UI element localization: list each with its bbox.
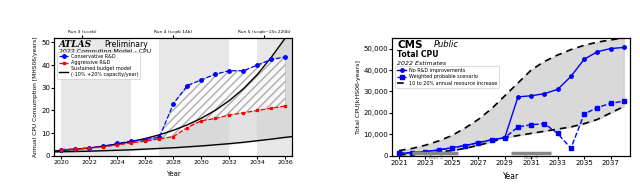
Text: Preliminary: Preliminary [104,40,148,49]
Text: Run 3: Run 3 [429,155,443,160]
Bar [257,38,292,156]
Bar [159,38,229,156]
Legend: Conservative R&D, Aggressive R&D, Sustained budget model
(-10% +20% capacity/yea: Conservative R&D, Aggressive R&D, Sustai… [57,52,141,79]
Text: Run 4: Run 4 [524,155,538,160]
X-axis label: Year: Year [166,171,180,177]
Y-axis label: Total CPU[kHS06-years]: Total CPU[kHS06-years] [356,60,361,134]
X-axis label: Year: Year [503,172,520,181]
Y-axis label: Annual CPU Consumption [MHS06/years]: Annual CPU Consumption [MHS06/years] [33,36,38,157]
Text: 2022 Estimates: 2022 Estimates [397,61,446,66]
Text: ATLAS: ATLAS [59,40,92,49]
Text: CMS: CMS [397,40,422,50]
Text: Public: Public [434,40,459,49]
Legend: No R&D improvements, Weighted probable scenario, 10 to 20% annual resource incre: No R&D improvements, Weighted probable s… [395,66,499,88]
Text: 2022 Computing Model - CPU: 2022 Computing Model - CPU [59,49,151,54]
Text: Total CPU: Total CPU [397,50,438,59]
Bar [61,38,131,156]
